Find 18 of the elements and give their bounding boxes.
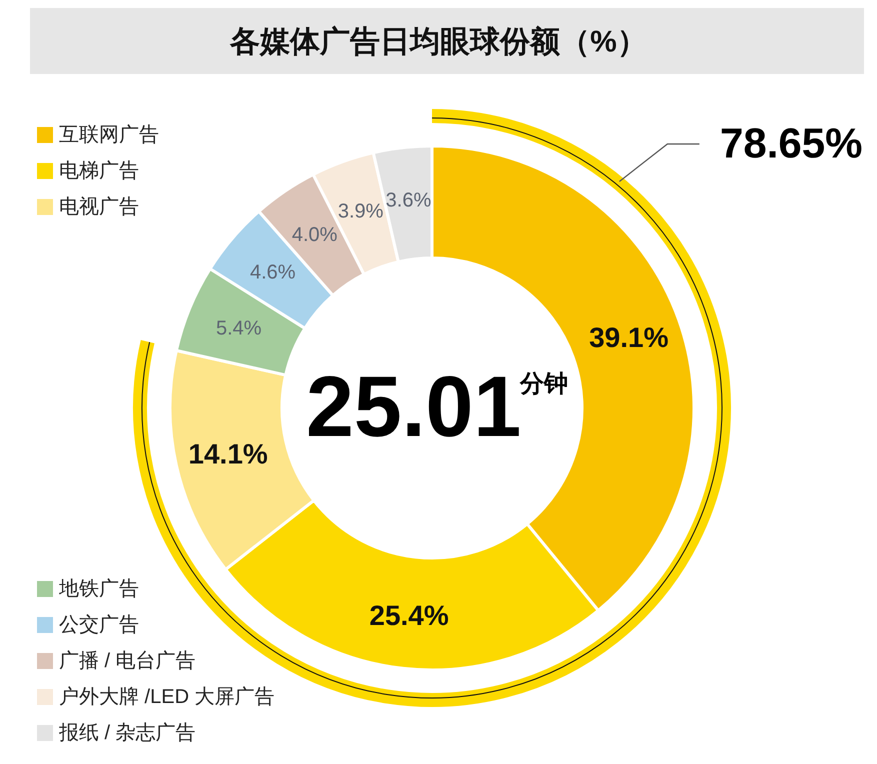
legend-label: 地铁广告 — [58, 578, 139, 600]
data-label: 4.6% — [250, 262, 296, 284]
text: 78.65% — [720, 120, 862, 166]
chart-title: 各媒体广告日均眼球份额（%） — [229, 24, 647, 58]
data-label: 5.4% — [216, 317, 262, 340]
legend-label: 公交广告 — [59, 614, 139, 636]
data-label: 4.0% — [292, 224, 338, 246]
legend-label: 报纸 / 杂志广告 — [58, 722, 196, 744]
legend-label: 互联网广告 — [59, 124, 159, 146]
data-label: 3.9% — [338, 200, 384, 223]
legend-label: 广播 / 电台广告 — [59, 650, 196, 672]
legend-label: 户外大牌 /LED 大屏广告 — [59, 686, 275, 708]
legend-label: 电视广告 — [59, 196, 139, 218]
legend-label: 电梯广告 — [59, 160, 139, 182]
data-label: 25.4% — [369, 600, 449, 632]
data-label: 39.1% — [589, 322, 669, 354]
data-label: 14.1% — [188, 438, 268, 470]
data-label: 3.6% — [386, 189, 432, 212]
